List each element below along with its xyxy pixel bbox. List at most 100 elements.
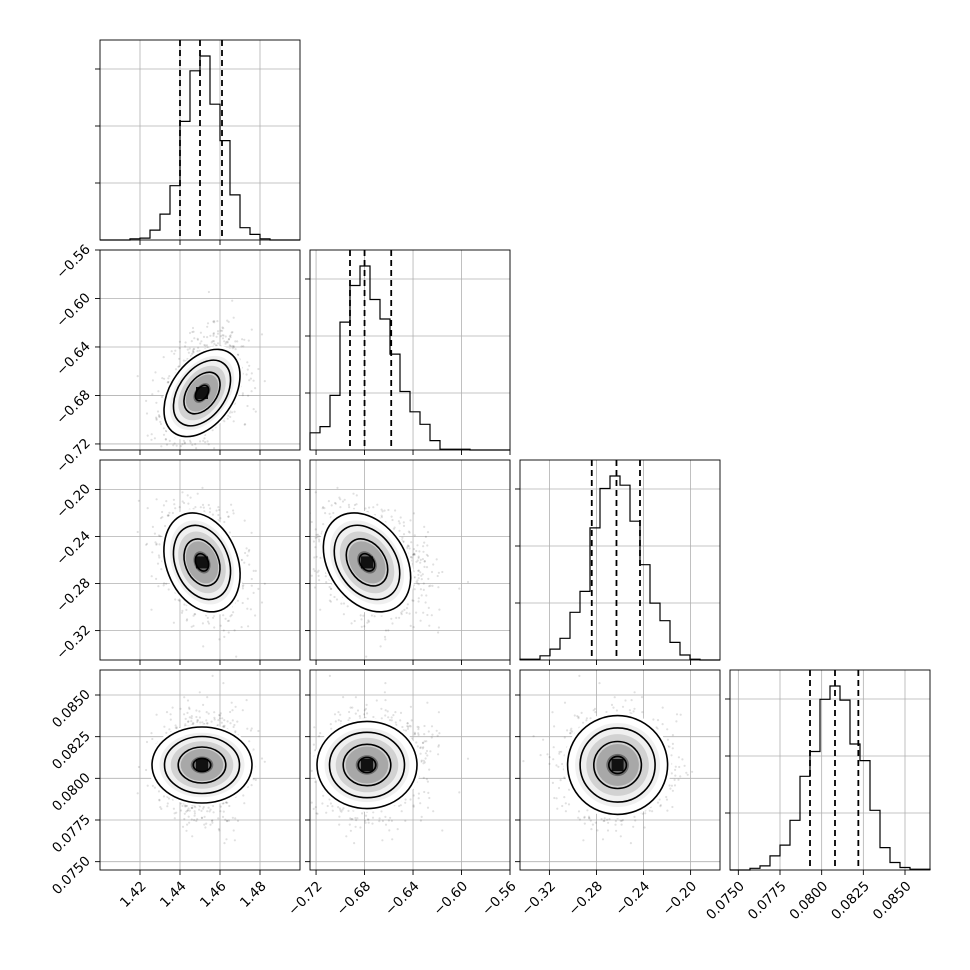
- sample-point: [241, 394, 244, 397]
- sample-point: [210, 720, 213, 723]
- sample-point: [178, 357, 181, 360]
- sample-point: [353, 503, 356, 507]
- sample-point: [346, 605, 349, 608]
- sample-point: [413, 553, 416, 556]
- sample-point: [230, 503, 233, 506]
- sample-point: [231, 709, 234, 712]
- sample-point: [424, 535, 427, 539]
- sample-point: [241, 601, 244, 605]
- sample-point: [222, 629, 225, 632]
- sample-point: [207, 806, 210, 809]
- sample-point: [409, 624, 412, 628]
- sample-point: [246, 368, 249, 371]
- sample-point: [191, 330, 194, 334]
- sample-point: [173, 503, 176, 506]
- sample-point: [153, 532, 156, 535]
- sample-point: [384, 638, 387, 641]
- sample-point: [416, 582, 419, 585]
- sample-point: [359, 614, 362, 617]
- sample-point: [241, 558, 244, 562]
- sample-point: [187, 720, 190, 723]
- sample-point: [247, 339, 250, 342]
- sample-point: [252, 591, 255, 595]
- sample-point: [305, 539, 307, 541]
- sample-point: [177, 598, 180, 602]
- panel-frame-1-1: [309, 249, 511, 451]
- sample-point: [437, 571, 440, 574]
- sample-point: [216, 342, 220, 345]
- sample-point: [215, 335, 218, 338]
- sample-point: [181, 443, 184, 446]
- sample-point: [145, 740, 149, 744]
- sample-point: [424, 601, 427, 604]
- sample-point: [204, 344, 207, 347]
- sample-point: [352, 492, 355, 495]
- sample-point: [183, 603, 186, 606]
- sample-point: [206, 440, 209, 443]
- sample-point: [192, 348, 195, 351]
- sample-point: [409, 519, 412, 522]
- sample-point: [191, 443, 194, 447]
- sample-point: [159, 420, 162, 423]
- sample-point: [263, 380, 266, 383]
- sample-point: [307, 541, 309, 543]
- sample-point: [231, 347, 234, 350]
- sample-point: [412, 553, 415, 556]
- sample-point: [189, 441, 192, 444]
- sample-point: [187, 502, 190, 505]
- sample-point: [190, 477, 192, 479]
- sample-point: [307, 555, 309, 557]
- sample-point: [412, 553, 415, 556]
- sample-point: [245, 373, 248, 376]
- sample-point: [206, 336, 209, 339]
- sample-point: [422, 550, 425, 553]
- sample-point: [263, 582, 266, 585]
- sample-point: [187, 807, 190, 810]
- sample-point: [205, 719, 208, 722]
- sample-point: [243, 338, 246, 341]
- sample-point: [184, 341, 187, 344]
- sample-point: [250, 328, 253, 331]
- sample-point: [227, 338, 230, 341]
- sample-point: [155, 417, 158, 420]
- sample-point: [199, 331, 202, 334]
- sample-point: [423, 541, 426, 544]
- sample-point: [402, 521, 405, 524]
- sample-point: [183, 441, 186, 444]
- sample-point: [207, 443, 210, 446]
- sample-point: [407, 530, 410, 533]
- sample-point: [260, 601, 264, 604]
- sample-point: [218, 508, 221, 512]
- panel-2-2-axes: [515, 460, 720, 665]
- sample-point: [156, 410, 160, 413]
- sample-point: [244, 423, 247, 426]
- sample-point: [145, 542, 149, 546]
- sample-point: [157, 390, 160, 393]
- sample-point: [353, 619, 356, 623]
- sample-point: [213, 716, 216, 719]
- sample-point: [227, 320, 230, 323]
- sample-point: [178, 506, 181, 509]
- sample-point: [206, 322, 210, 325]
- sample-point: [189, 451, 191, 453]
- sample-point: [232, 509, 235, 512]
- sample-point: [205, 722, 209, 725]
- sample-point: [181, 500, 184, 503]
- sample-point: [163, 377, 166, 380]
- sample-point: [201, 503, 205, 506]
- panel-frame-0-0: [99, 39, 301, 241]
- sample-point: [158, 463, 160, 465]
- sample-point: [240, 626, 243, 629]
- sample-point: [342, 613, 345, 616]
- sample-point: [380, 516, 383, 519]
- sample-point: [212, 616, 215, 619]
- sample-point: [206, 325, 209, 328]
- sample-point: [436, 574, 439, 578]
- sample-point: [236, 353, 240, 356]
- sample-point: [181, 804, 184, 808]
- sample-point: [174, 726, 177, 730]
- sample-point: [173, 442, 176, 445]
- sample-point: [417, 569, 420, 572]
- sample-point: [202, 335, 206, 338]
- sample-point: [421, 573, 424, 576]
